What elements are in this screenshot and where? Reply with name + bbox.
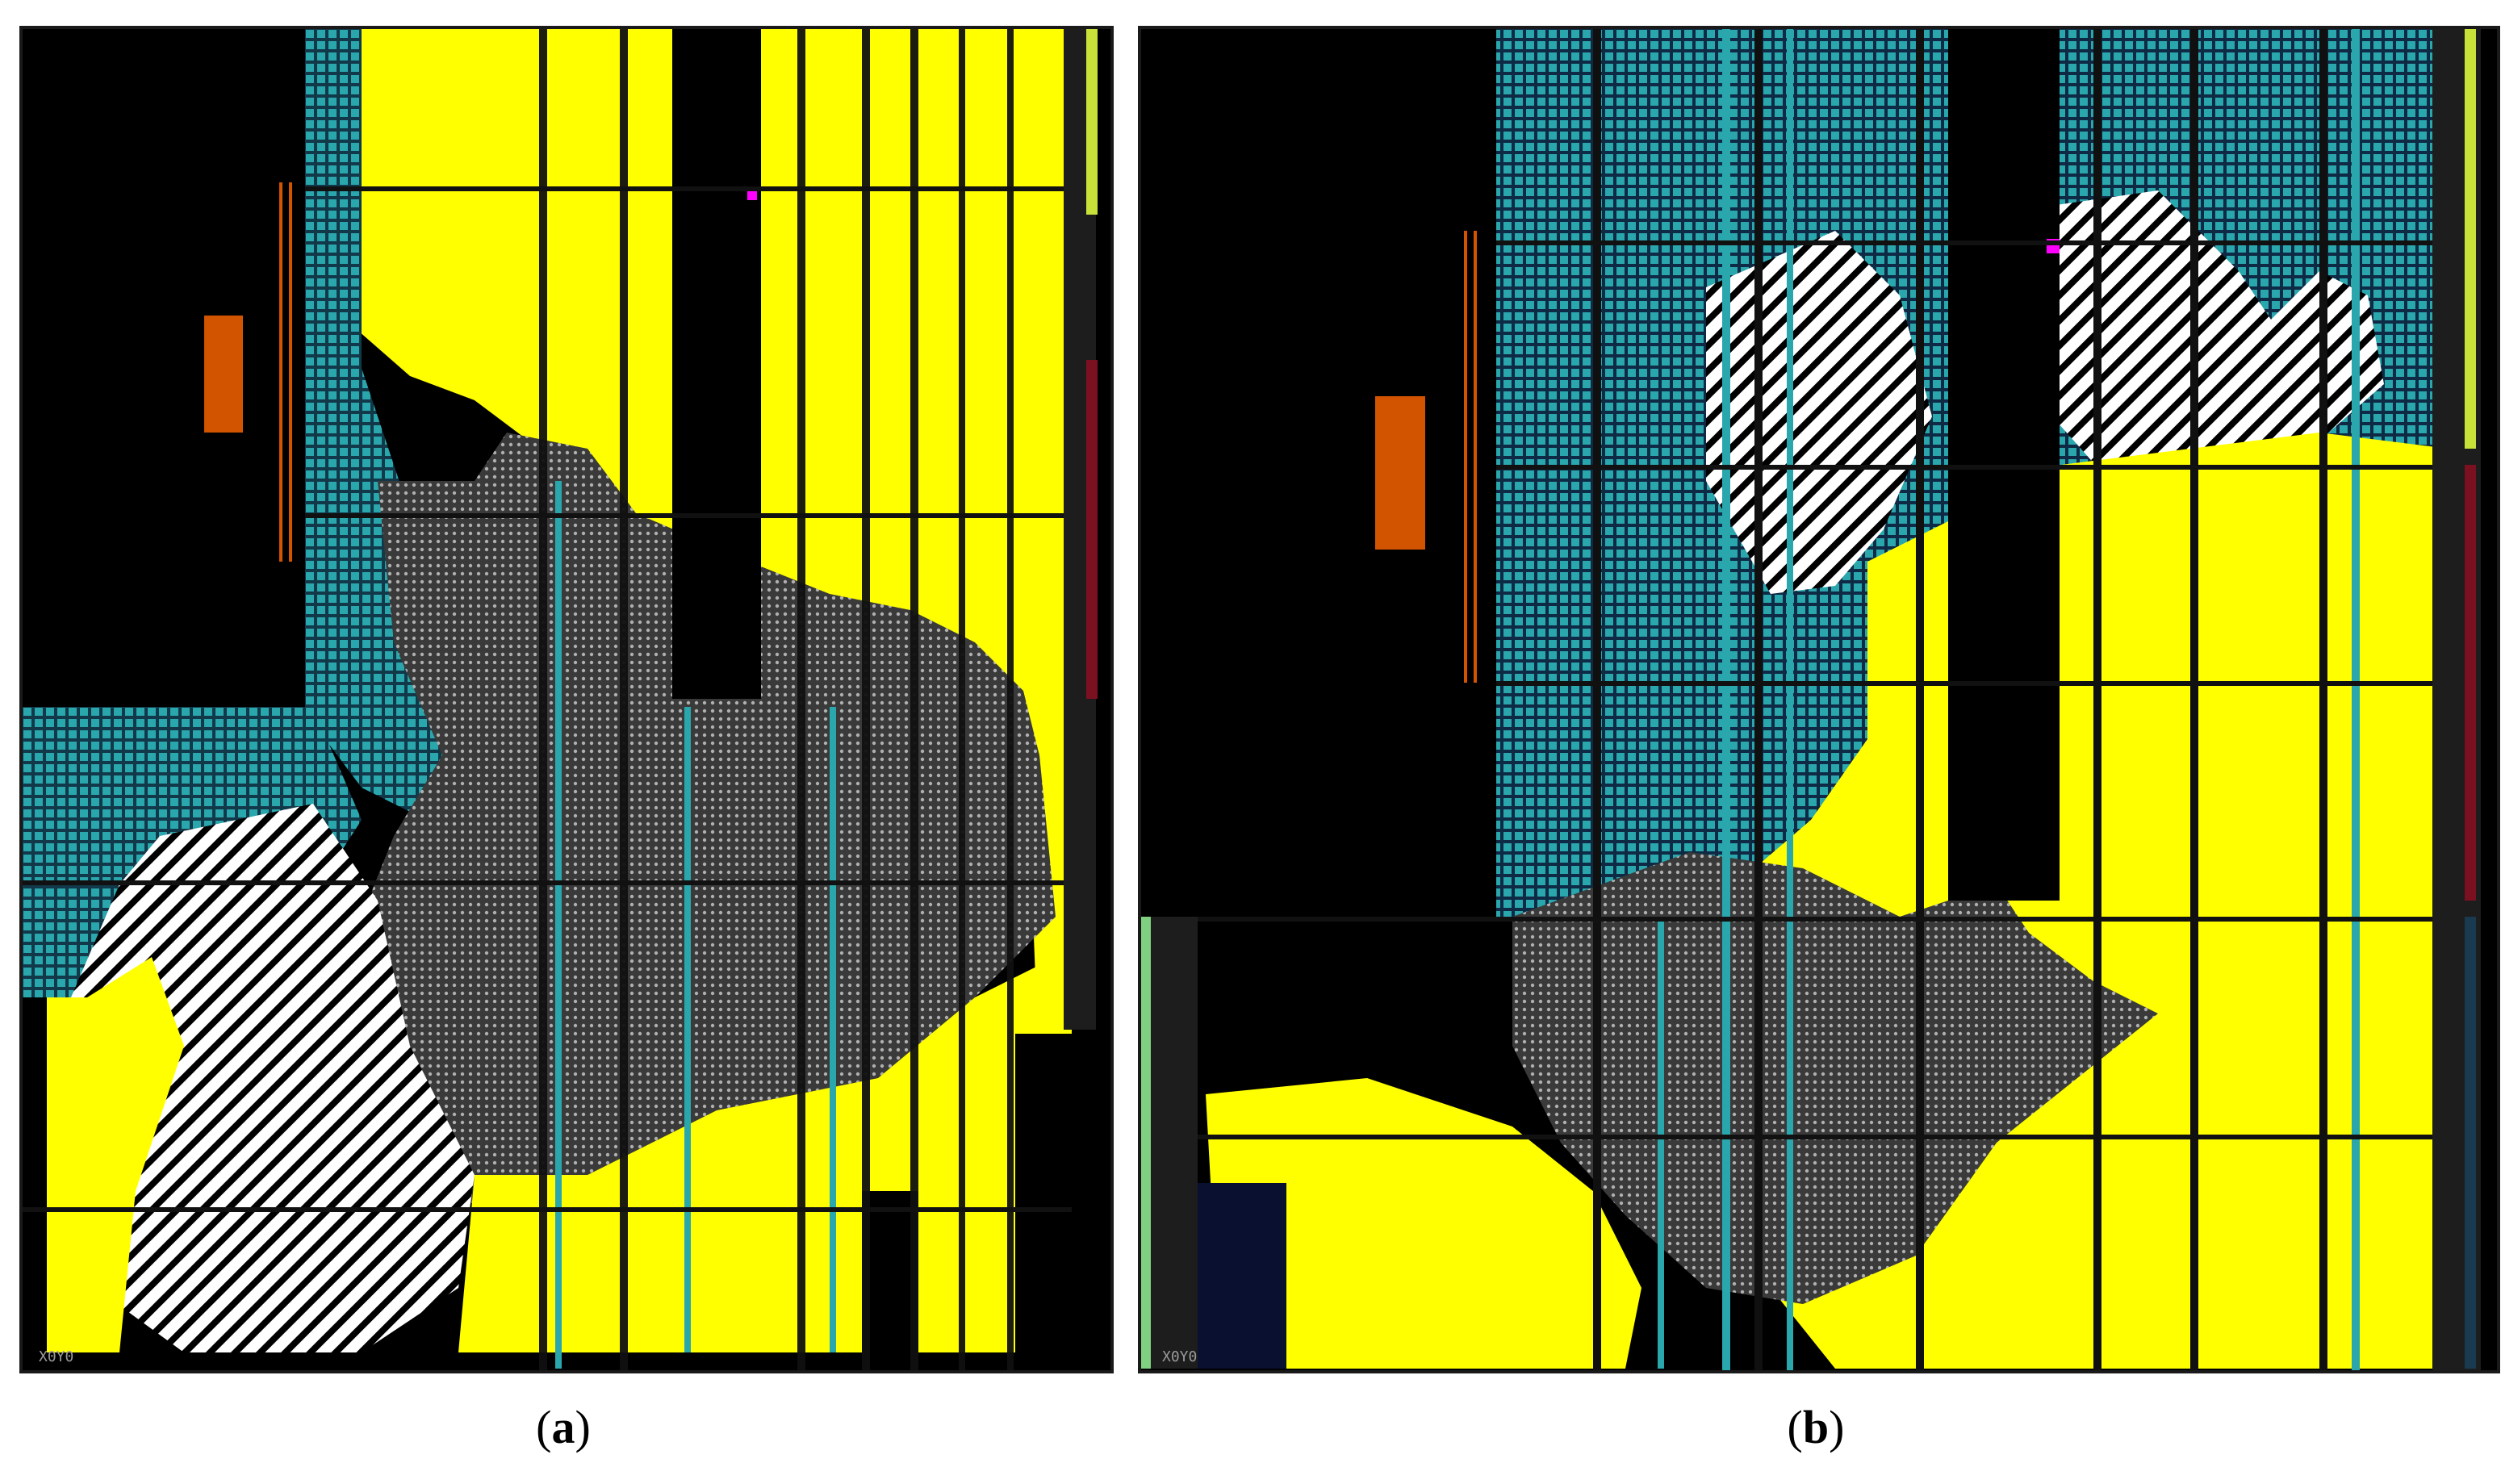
floorplan-panel-b: X0Y0 (1138, 26, 2500, 1373)
caption-b: (b) (1735, 1400, 1897, 1454)
caption-a-close: ) (575, 1401, 591, 1453)
floorplan-b-graphic (1141, 29, 2497, 1370)
caption-a-letter: a (551, 1401, 575, 1453)
corner-label-a: X0Y0 (39, 1348, 74, 1365)
caption-b-close: ) (1829, 1401, 1845, 1453)
caption-b-letter: b (1802, 1401, 1830, 1453)
floorplan-a-graphic (23, 29, 1110, 1370)
floorplan-panel-a: X0Y0 (19, 26, 1114, 1373)
caption-b-open: ( (1787, 1401, 1803, 1453)
corner-label-b: X0Y0 (1162, 1348, 1198, 1365)
caption-a: (a) (483, 1400, 644, 1454)
caption-a-open: ( (536, 1401, 552, 1453)
